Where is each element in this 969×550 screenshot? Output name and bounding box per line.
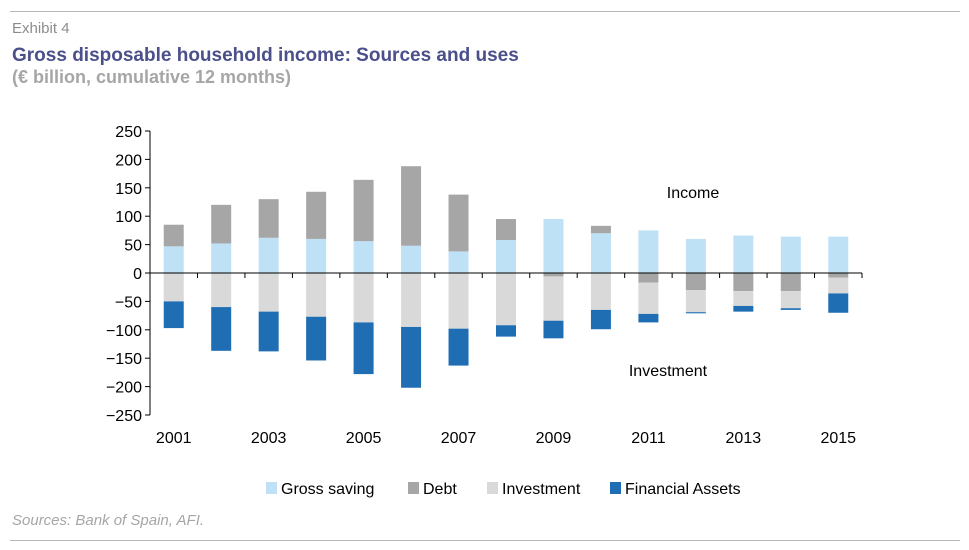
- bar-investment-2009: [543, 276, 564, 321]
- bar-debt-2005: [353, 179, 374, 242]
- bar-debt-2006: [401, 166, 422, 246]
- bar-financial-assets-2008: [496, 325, 516, 337]
- bar-investment-2011: [638, 282, 659, 314]
- bar-gross-saving-2005: [353, 241, 374, 273]
- y-tick-label: 0: [133, 266, 142, 283]
- bar-debt-2012: [685, 273, 706, 291]
- bar-investment-2001: [163, 273, 184, 302]
- bar-debt-2008: [496, 219, 516, 241]
- x-tick-label: 2013: [726, 430, 762, 447]
- bar-financial-assets-2014: [780, 308, 801, 310]
- chart-subtitle: (€ billion, cumulative 12 months): [12, 67, 292, 87]
- y-tick-label: −200: [106, 380, 142, 397]
- bar-debt-2009: [543, 273, 564, 277]
- bar-debt-2002: [211, 204, 232, 244]
- bar-financial-assets-2012: [685, 312, 706, 314]
- y-tick-label: 250: [115, 124, 142, 141]
- legend-label-investment: Investment: [502, 481, 581, 498]
- bar-investment-2013: [733, 291, 754, 306]
- bar-gross-saving-2010: [590, 233, 611, 273]
- annotation-investment: Investment: [629, 363, 708, 380]
- bar-gross-saving-2008: [496, 240, 516, 273]
- bar-financial-assets-2011: [638, 313, 659, 323]
- bar-financial-assets-2001: [163, 301, 184, 329]
- bar-debt-2007: [448, 194, 469, 252]
- legend-label-debt: Debt: [423, 481, 457, 498]
- bar-investment-2004: [306, 273, 327, 317]
- bar-investment-2008: [496, 273, 516, 326]
- x-tick-label: 2007: [441, 430, 477, 447]
- bar-debt-2003: [258, 199, 279, 238]
- x-tick-label: 2005: [346, 430, 382, 447]
- y-tick-label: 200: [115, 152, 142, 169]
- bar-financial-assets-2006: [401, 326, 422, 388]
- y-tick-label: 100: [115, 209, 142, 226]
- x-tick-label: 2003: [251, 430, 287, 447]
- bar-financial-assets-2013: [733, 305, 754, 312]
- legend-label-financial-assets: Financial Assets: [625, 481, 741, 498]
- bar-gross-saving-2013: [733, 235, 754, 273]
- bar-gross-saving-2001: [163, 246, 184, 273]
- bar-financial-assets-2005: [353, 322, 374, 375]
- bar-debt-2010: [590, 225, 611, 234]
- bar-financial-assets-2009: [543, 320, 564, 339]
- bar-gross-saving-2009: [543, 219, 564, 273]
- bar-investment-2012: [685, 290, 706, 313]
- bar-investment-2014: [780, 291, 801, 309]
- bar-debt-2015: [828, 273, 849, 278]
- bar-financial-assets-2015: [828, 293, 849, 313]
- bar-investment-2005: [353, 273, 374, 323]
- y-tick-label: −250: [106, 408, 142, 425]
- bar-financial-assets-2007: [448, 328, 469, 366]
- bar-gross-saving-2014: [780, 236, 801, 273]
- legend-swatch-gross-saving: [266, 482, 277, 494]
- bar-gross-saving-2007: [448, 251, 469, 273]
- bar-debt-2013: [733, 273, 754, 292]
- bar-gross-saving-2003: [258, 237, 279, 273]
- annotation-income: Income: [667, 185, 720, 202]
- bar-gross-saving-2012: [685, 238, 706, 273]
- bar-investment-2015: [828, 277, 849, 294]
- bar-debt-2011: [638, 273, 659, 283]
- chart-title: Gross disposable household income: Sourc…: [12, 45, 519, 66]
- y-tick-label: 150: [115, 181, 142, 198]
- bar-investment-2002: [211, 273, 232, 308]
- bar-financial-assets-2003: [258, 311, 279, 352]
- legend-swatch-debt: [408, 482, 419, 494]
- x-tick-label: 2011: [631, 430, 666, 447]
- y-tick-label: −150: [106, 351, 142, 368]
- bar-investment-2006: [401, 273, 422, 327]
- y-tick-label: −50: [115, 294, 142, 311]
- x-tick-label: 2009: [536, 430, 572, 447]
- top-rule: [10, 11, 960, 12]
- bar-debt-2001: [163, 224, 184, 247]
- source-note: Sources: Bank of Spain, AFI.: [12, 512, 205, 529]
- y-tick-label: −100: [106, 323, 142, 340]
- x-tick-label: 2015: [820, 430, 856, 447]
- bar-financial-assets-2004: [306, 316, 327, 361]
- bar-investment-2010: [590, 273, 611, 310]
- bar-gross-saving-2006: [401, 245, 422, 273]
- bar-gross-saving-2002: [211, 243, 232, 273]
- bar-investment-2007: [448, 273, 469, 329]
- bar-debt-2014: [780, 273, 801, 292]
- bottom-rule: [10, 540, 960, 541]
- bar-debt-2004: [306, 191, 327, 239]
- legend-swatch-investment: [487, 482, 498, 494]
- bar-financial-assets-2002: [211, 307, 232, 351]
- exhibit-label: Exhibit 4: [12, 20, 70, 37]
- legend-swatch-financial-assets: [610, 482, 621, 494]
- x-tick-label: 2001: [156, 430, 192, 447]
- bar-financial-assets-2010: [590, 309, 611, 330]
- legend-label-gross-saving: Gross saving: [281, 481, 374, 498]
- bar-investment-2003: [258, 273, 279, 312]
- bar-gross-saving-2011: [638, 230, 659, 273]
- y-tick-label: 50: [124, 238, 142, 255]
- bar-gross-saving-2015: [828, 236, 849, 273]
- bar-gross-saving-2004: [306, 238, 327, 273]
